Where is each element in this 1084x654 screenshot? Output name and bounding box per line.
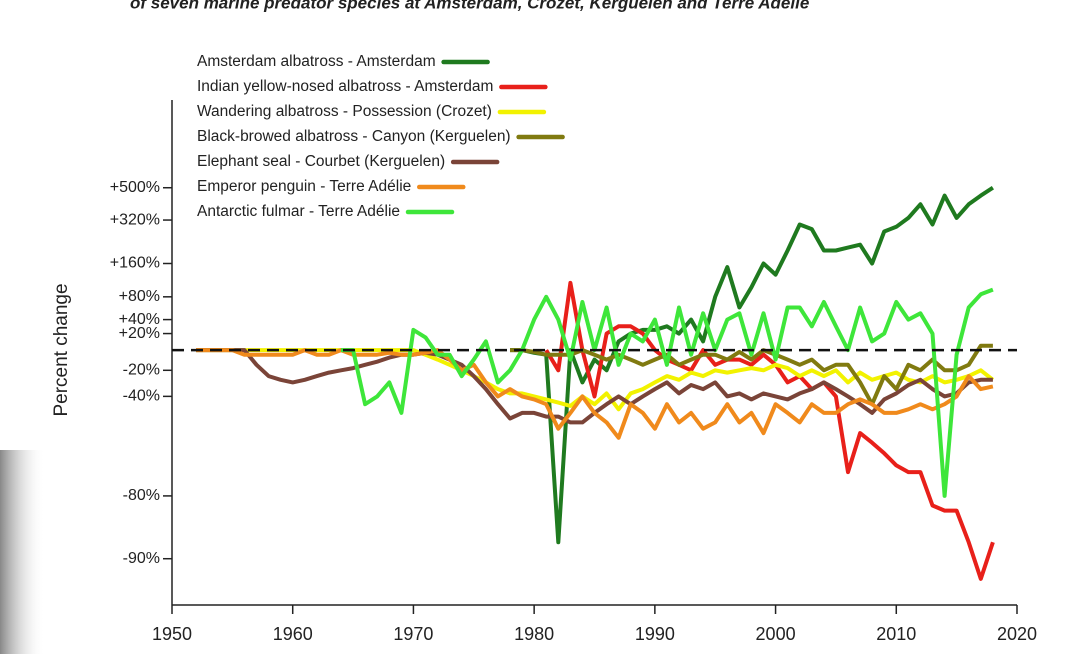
y-tick-label: +40% bbox=[119, 311, 160, 328]
series-line bbox=[544, 280, 995, 581]
series-line bbox=[341, 287, 994, 498]
x-tick-label: 2010 bbox=[876, 624, 916, 644]
chart-title: of seven marine predator species at Amst… bbox=[130, 0, 809, 12]
series-line bbox=[510, 343, 993, 407]
y-tick-label: -80% bbox=[123, 487, 160, 504]
legend-label: Wandering albatross - Possession (Crozet… bbox=[197, 103, 492, 120]
y-tick-label: +500% bbox=[110, 179, 160, 196]
x-tick-label: 1980 bbox=[514, 624, 554, 644]
x-tick-label: 1950 bbox=[152, 624, 192, 644]
legend-label: Emperor penguin - Terre Adélie bbox=[197, 178, 411, 195]
y-axis-title: Percent change bbox=[51, 283, 72, 416]
plot-area: +500% +320% +160% +80% +40%+20% -20% -40% -80% -… bbox=[110, 53, 1037, 644]
x-tick-label: 1960 bbox=[273, 624, 313, 644]
y-tick-label: -40% bbox=[123, 388, 160, 405]
y-tick-label: +160% bbox=[110, 255, 160, 272]
x-tick-label: 2020 bbox=[997, 624, 1037, 644]
series-line bbox=[196, 348, 994, 440]
series-line bbox=[510, 186, 994, 545]
legend-label: Antarctic fulmar - Terre Adélie bbox=[197, 203, 400, 220]
y-tick-label: -20% bbox=[123, 362, 160, 379]
y-tick-label: -90% bbox=[123, 550, 160, 567]
legend-label: Elephant seal - Courbet (Kerguelen) bbox=[197, 153, 445, 170]
x-tick-label: 1990 bbox=[635, 624, 675, 644]
legend-label: Amsterdam albatross - Amsterdam bbox=[197, 53, 436, 70]
edge-shade bbox=[0, 450, 45, 654]
y-tick-label: +80% bbox=[119, 288, 160, 305]
x-tick-label: 1970 bbox=[393, 624, 433, 644]
x-tick-label: 2000 bbox=[756, 624, 796, 644]
y-tick-label: +320% bbox=[110, 211, 160, 228]
legend-label: Indian yellow-nosed albatross - Amsterda… bbox=[197, 78, 493, 95]
legend-label: Black-browed albatross - Canyon (Kerguel… bbox=[197, 128, 511, 145]
y-tick-label: +20% bbox=[119, 325, 160, 342]
